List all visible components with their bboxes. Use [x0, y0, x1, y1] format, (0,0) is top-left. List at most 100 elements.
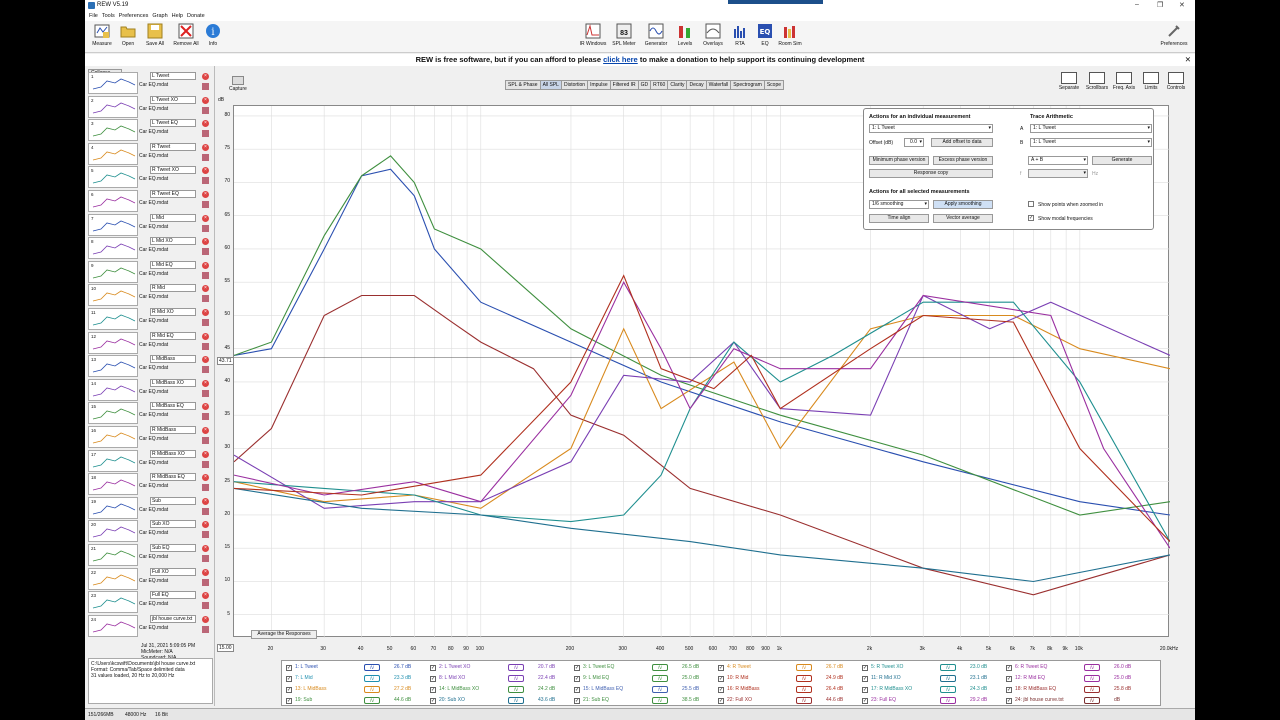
maximize-icon[interactable]: ❐ — [1157, 2, 1164, 9]
measurement-name-field[interactable]: R Tweet EQ — [150, 190, 196, 198]
legend-item[interactable]: ✓ 21: Sub EQ /\/ 38.5 dB — [574, 696, 716, 706]
legend-item[interactable]: ✓ 23: Full EQ /\/ 29.2 dB — [862, 696, 1004, 706]
measurement-name-field[interactable]: Full XO — [150, 567, 196, 576]
overlays-button[interactable]: Overlays — [698, 23, 728, 47]
remove-measurement-icon[interactable]: × — [202, 191, 209, 198]
measurement-settings-icon[interactable] — [202, 602, 209, 610]
menu-help[interactable]: Help — [171, 13, 183, 19]
minimize-icon[interactable]: – — [1135, 1, 1139, 8]
rta-button[interactable]: RTA — [725, 23, 755, 47]
remove-measurement-icon[interactable]: × — [202, 285, 209, 293]
measurement-item[interactable]: 15 L MidBass EQ Car EQ.mdat × — [88, 402, 213, 425]
legend-swatch-icon[interactable]: /\/ — [508, 686, 524, 693]
limits-button[interactable]: Limits — [1136, 72, 1166, 91]
legend-swatch-icon[interactable]: /\/ — [796, 686, 812, 693]
measurement-settings-icon[interactable] — [202, 177, 209, 185]
measurement-item[interactable]: 3 L Tweet EQ Car EQ.mdat × — [88, 119, 213, 142]
legend-swatch-icon[interactable]: /\/ — [508, 697, 524, 704]
measurement-item[interactable]: 5 R Tweet XO Car EQ.mdat × — [88, 166, 213, 189]
measurement-settings-icon[interactable] — [202, 342, 209, 350]
remove-measurement-icon[interactable]: × — [202, 474, 209, 482]
measurement-name-field[interactable]: Full EQ — [150, 591, 196, 600]
show-points-checkbox[interactable] — [1028, 201, 1034, 207]
legend-checkbox[interactable]: ✓ — [862, 698, 868, 704]
menu-tools[interactable]: Tools — [101, 13, 115, 19]
legend-checkbox[interactable]: ✓ — [574, 687, 580, 693]
measurement-settings-icon[interactable] — [202, 83, 209, 90]
legend-item[interactable]: ✓ 22: Full XO /\/ 44.6 dB — [718, 696, 860, 706]
measurement-item[interactable]: 7 L Mid Car EQ.mdat × — [88, 213, 213, 237]
remove-measurement-icon[interactable]: × — [202, 521, 209, 529]
measurement-name-field[interactable]: L Mid EQ — [150, 260, 196, 269]
graph-tab[interactable]: Clarity — [667, 80, 688, 90]
legend-checkbox[interactable]: ✓ — [430, 687, 436, 693]
legend-checkbox[interactable]: ✓ — [286, 698, 292, 704]
remove-measurement-icon[interactable]: × — [202, 379, 209, 387]
graph-tab[interactable]: GD — [637, 80, 652, 90]
measurement-item[interactable]: 24 jbl house curve.txt Car EQ.mdat × Jul 31,… — [88, 614, 213, 661]
measurement-name-field[interactable]: L MidBass EQ — [150, 402, 196, 411]
measurement-settings-icon[interactable] — [202, 413, 209, 421]
separate-button[interactable]: Separate — [1054, 72, 1084, 91]
add-offset-button[interactable]: Add offset to data — [931, 138, 993, 147]
generator-button[interactable]: Generator — [641, 23, 671, 47]
measurement-name-field[interactable]: L MidBass — [150, 355, 196, 364]
smoothing-select[interactable]: 1/6 smoothing — [869, 200, 929, 209]
measurement-item[interactable]: 22 Full XO Car EQ.mdat × — [88, 567, 213, 591]
remove-measurement-icon[interactable]: × — [202, 214, 209, 222]
legend-swatch-icon[interactable]: /\/ — [940, 697, 956, 704]
menu-file[interactable]: File — [89, 13, 98, 19]
remove-measurement-icon[interactable]: × — [202, 332, 209, 340]
measurement-item[interactable]: 23 Full EQ Car EQ.mdat × — [88, 591, 213, 614]
legend-checkbox[interactable]: ✓ — [286, 665, 292, 671]
measurement-settings-icon[interactable] — [202, 484, 209, 492]
measurement-name-field[interactable]: L Tweet XO — [150, 95, 196, 104]
measurement-settings-icon[interactable] — [202, 201, 209, 208]
legend-checkbox[interactable]: ✓ — [1006, 698, 1012, 704]
legend-item[interactable]: ✓ 4: R Tweet /\/ 26.7 dB — [718, 663, 860, 673]
legend-checkbox[interactable]: ✓ — [862, 676, 868, 682]
measurement-settings-icon[interactable] — [202, 460, 209, 468]
legend-item[interactable]: ✓ 13: L MidBass /\/ 27.2 dB — [286, 685, 428, 695]
measurement-name-field[interactable]: Sub — [150, 496, 196, 505]
measurement-settings-icon[interactable] — [202, 507, 209, 515]
legend-item[interactable]: ✓ 5: R Tweet XO /\/ 23.0 dB — [862, 663, 1004, 673]
measurement-name-field[interactable]: L MidBass XO — [150, 378, 196, 387]
remove-measurement-icon[interactable]: × — [202, 427, 209, 434]
measurement-settings-icon[interactable] — [202, 248, 209, 256]
measure-button[interactable]: Measure — [87, 23, 117, 47]
legend-swatch-icon[interactable]: /\/ — [1084, 697, 1100, 704]
legend-swatch-icon[interactable]: /\/ — [508, 664, 524, 671]
graph-tab[interactable]: RT60 — [650, 80, 669, 90]
remove-measurement-icon[interactable]: × — [202, 497, 209, 505]
donate-link[interactable]: click here — [603, 55, 638, 64]
legend-swatch-icon[interactable]: /\/ — [940, 664, 956, 671]
save-all-button[interactable]: Save All — [140, 23, 170, 47]
legend-checkbox[interactable]: ✓ — [574, 676, 580, 682]
legend-item[interactable]: ✓ 16: R MidBass /\/ 26.4 dB — [718, 685, 860, 695]
legend-swatch-icon[interactable]: /\/ — [796, 675, 812, 682]
legend-swatch-icon[interactable]: /\/ — [1084, 675, 1100, 682]
measurement-item[interactable]: 17 R MidBass XO Car EQ.mdat × — [88, 449, 213, 473]
legend-swatch-icon[interactable]: /\/ — [940, 686, 956, 693]
measurement-settings-icon[interactable] — [202, 437, 209, 444]
legend-checkbox[interactable]: ✓ — [430, 676, 436, 682]
remove-measurement-icon[interactable]: × — [202, 568, 209, 576]
legend-checkbox[interactable]: ✓ — [574, 698, 580, 704]
legend-swatch-icon[interactable]: /\/ — [652, 675, 668, 682]
legend-checkbox[interactable]: ✓ — [286, 687, 292, 693]
ir-windows-button[interactable]: IR Windows — [578, 23, 608, 47]
remove-measurement-icon[interactable]: × — [202, 309, 209, 316]
legend-item[interactable]: ✓ 24: jbl house curve.txt /\/ dB — [1006, 696, 1148, 706]
measurement-name-field[interactable]: jbl house curve.txt — [150, 614, 196, 623]
measurement-item[interactable]: 1 L Tweet Car EQ.mdat × — [88, 72, 213, 95]
legend-item[interactable]: ✓ 7: L Mid /\/ 23.3 dB — [286, 674, 428, 684]
measurement-item[interactable]: 21 Sub EQ Car EQ.mdat × — [88, 544, 213, 567]
close-icon[interactable]: ✕ — [1179, 2, 1185, 9]
legend-swatch-icon[interactable]: /\/ — [940, 675, 956, 682]
remove-measurement-icon[interactable]: × — [202, 545, 209, 552]
legend-item[interactable]: ✓ 15: L MidBass EQ /\/ 25.5 dB — [574, 685, 716, 695]
legend-item[interactable]: ✓ 19: Sub /\/ 44.6 dB — [286, 696, 428, 706]
measurement-item[interactable]: 4 R Tweet Car EQ.mdat × — [88, 142, 213, 166]
excess-phase-button[interactable]: Excess phase version — [933, 156, 993, 165]
